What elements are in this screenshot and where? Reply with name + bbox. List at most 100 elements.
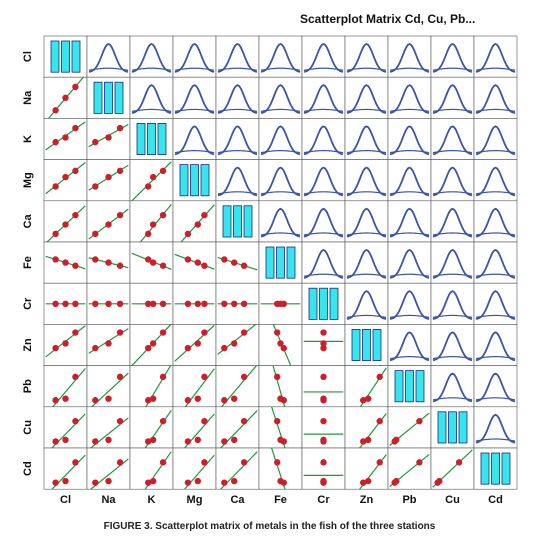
histogram-bar bbox=[308, 287, 318, 320]
data-point bbox=[92, 230, 99, 238]
data-point bbox=[274, 459, 281, 466]
data-point bbox=[184, 438, 192, 445]
data-point bbox=[320, 417, 327, 425]
data-point bbox=[194, 340, 201, 347]
baseline-curve bbox=[88, 67, 129, 71]
panel-Cd-Cl bbox=[43, 447, 88, 490]
panel-Cl-Cl bbox=[43, 35, 88, 78]
data-point bbox=[194, 477, 201, 485]
density-curve bbox=[475, 413, 516, 444]
density-curve bbox=[475, 42, 516, 73]
histogram-bar bbox=[50, 40, 60, 73]
baseline-curve bbox=[475, 232, 516, 236]
baseline-curve bbox=[475, 67, 516, 71]
baseline-curve bbox=[475, 149, 516, 154]
panel-Cr-Ca bbox=[215, 282, 260, 325]
panel-Ca-Cu bbox=[430, 200, 475, 243]
panel-Ca-Cl bbox=[43, 200, 88, 243]
baseline-curve bbox=[303, 191, 344, 195]
data-point bbox=[116, 373, 124, 381]
histogram-bar bbox=[415, 370, 425, 403]
panel-Pb-K bbox=[129, 365, 174, 408]
panel-Na-Mg bbox=[172, 76, 217, 119]
data-point bbox=[145, 479, 152, 486]
data-point bbox=[364, 477, 372, 485]
density-curve bbox=[432, 84, 473, 114]
baseline-curve bbox=[346, 149, 387, 154]
panel-Na-Cu bbox=[430, 76, 475, 119]
fit-line bbox=[51, 454, 86, 490]
panels-layer bbox=[43, 35, 518, 490]
density-curve bbox=[217, 84, 258, 114]
baseline-curve bbox=[389, 355, 430, 360]
panel-Na-K bbox=[129, 76, 174, 119]
panel-Ca-Na bbox=[86, 200, 131, 243]
data-point bbox=[105, 173, 112, 181]
panel-Ca-K bbox=[129, 200, 174, 243]
panel-Mg-Mg bbox=[172, 159, 217, 202]
panel-K-Cl bbox=[43, 118, 88, 160]
data-point bbox=[240, 329, 248, 336]
data-point bbox=[184, 256, 192, 263]
density-curve bbox=[432, 372, 473, 403]
data-point bbox=[92, 438, 99, 445]
data-point bbox=[231, 259, 238, 266]
data-point bbox=[455, 459, 463, 466]
data-point bbox=[92, 397, 99, 404]
panel-Zn-Ca bbox=[215, 324, 260, 366]
fit-line bbox=[270, 406, 286, 448]
panel-Cu-Mg bbox=[172, 406, 217, 449]
density-curve bbox=[346, 84, 387, 114]
data-point bbox=[52, 256, 59, 263]
panel-Pb-Cd bbox=[473, 365, 518, 408]
baseline-curve bbox=[432, 355, 473, 360]
data-point bbox=[92, 300, 99, 307]
baseline-curve bbox=[389, 314, 430, 318]
data-point bbox=[376, 459, 383, 466]
data-point bbox=[277, 436, 284, 444]
data-point bbox=[145, 344, 152, 352]
data-point bbox=[116, 211, 124, 219]
panel-Fe-Cr bbox=[301, 241, 346, 284]
data-point bbox=[145, 397, 152, 404]
panel-Cl-Cu bbox=[430, 35, 475, 78]
data-point bbox=[320, 477, 327, 485]
data-point bbox=[62, 340, 69, 347]
baseline-curve bbox=[303, 149, 344, 154]
data-point bbox=[149, 436, 157, 444]
data-point bbox=[72, 417, 79, 425]
fit-line bbox=[174, 324, 215, 362]
baseline-curve bbox=[475, 314, 516, 318]
histogram-bar bbox=[61, 40, 70, 73]
data-point bbox=[240, 373, 248, 381]
baseline-curve bbox=[260, 108, 301, 112]
row-label-cd: Cd bbox=[22, 461, 34, 476]
panel-Cd-Fe bbox=[258, 447, 303, 490]
histogram-bar bbox=[372, 328, 382, 361]
histogram-bar bbox=[179, 164, 189, 197]
data-point bbox=[105, 395, 112, 402]
panel-Na-Ca bbox=[215, 76, 260, 119]
histogram-bar bbox=[319, 287, 328, 320]
panel-frame bbox=[172, 406, 217, 449]
baseline-curve bbox=[389, 149, 430, 154]
data-point bbox=[240, 262, 248, 269]
data-point bbox=[116, 417, 124, 425]
data-point bbox=[105, 477, 112, 485]
data-point bbox=[62, 94, 69, 102]
baseline-curve bbox=[475, 355, 516, 360]
panel-Na-Zn bbox=[344, 76, 389, 119]
baseline-curve bbox=[475, 273, 516, 277]
histogram-bar bbox=[286, 246, 296, 279]
baseline-curve bbox=[432, 397, 473, 401]
panel-Na-Cr bbox=[301, 76, 346, 119]
density-curve bbox=[303, 84, 344, 114]
panel-Mg-Ca bbox=[215, 159, 260, 202]
data-point bbox=[105, 436, 112, 444]
data-point bbox=[159, 373, 167, 381]
data-point bbox=[159, 167, 167, 175]
data-point bbox=[393, 436, 400, 444]
data-point bbox=[184, 479, 192, 486]
data-point bbox=[52, 183, 59, 190]
